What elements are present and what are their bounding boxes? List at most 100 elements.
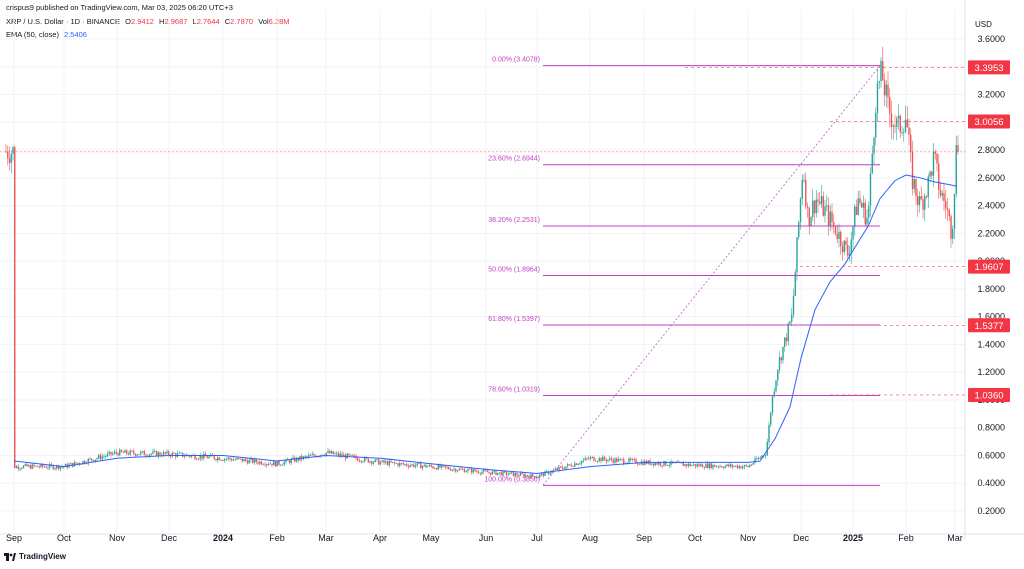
candle-body (710, 463, 712, 469)
candle-body (596, 461, 599, 462)
candle-body (547, 471, 550, 475)
candle-body (89, 458, 91, 460)
candle-body (479, 473, 481, 474)
candle-body (680, 462, 683, 464)
candle-body (514, 473, 516, 477)
candle-body (467, 469, 469, 472)
candle-body (225, 458, 228, 460)
candle-body (537, 476, 539, 478)
candle-body (588, 458, 590, 460)
candle-body (267, 464, 270, 465)
candle-body (605, 459, 607, 462)
candle-body (133, 451, 135, 454)
candle-body (558, 466, 560, 470)
candle-body (729, 464, 732, 467)
candle-body (425, 464, 427, 468)
candle-body (273, 461, 275, 466)
candle-body (138, 454, 140, 456)
candle-body (407, 465, 410, 467)
candle-body (887, 84, 889, 98)
candle-body (792, 296, 795, 315)
candle-body (815, 199, 817, 214)
candle-body (609, 458, 611, 460)
candle-body (94, 459, 96, 462)
candle-body (812, 200, 814, 218)
candle-body (931, 171, 933, 176)
candle-body (236, 458, 238, 460)
candle-body (878, 81, 880, 83)
fib-level-label: 61.80% (1.5397) (488, 316, 540, 323)
candle-body (687, 463, 690, 466)
candle-body (43, 466, 46, 468)
candle-body (400, 462, 403, 464)
candle-body (798, 222, 800, 238)
candle-body (903, 131, 905, 133)
candle-body (582, 459, 585, 461)
candle-body (768, 424, 770, 443)
candle-body (22, 465, 25, 469)
candle-body (630, 458, 632, 461)
candle-body (264, 464, 266, 466)
candle-body (427, 466, 429, 468)
candle-body (26, 464, 28, 467)
candle-body (222, 460, 224, 461)
candle-body (84, 460, 86, 464)
candle-body (304, 456, 306, 458)
candle-body (238, 458, 240, 459)
candle-body (875, 112, 877, 138)
x-tick-label: Jun (479, 533, 494, 543)
ema-value: 2.5406 (64, 30, 87, 39)
candle-body (113, 451, 116, 454)
candle-body (483, 469, 485, 472)
candle-body (439, 465, 441, 468)
candle-body (38, 466, 40, 468)
candle-body (490, 472, 492, 475)
candle-body (526, 475, 529, 477)
candle-body (892, 125, 894, 127)
candle-body (656, 462, 658, 465)
candle-body (834, 225, 837, 235)
candle-body (145, 455, 147, 456)
candle-body (472, 469, 474, 473)
x-tick-label: Dec (161, 533, 178, 543)
candle-body (232, 459, 235, 461)
candle-body (453, 468, 455, 470)
candle-body (108, 451, 110, 454)
candle-body (497, 473, 499, 475)
candle-body (722, 467, 725, 469)
candle-body (465, 471, 467, 473)
candle-body (707, 463, 709, 468)
candle-body (943, 193, 945, 201)
candle-body (54, 468, 56, 469)
candle-body (728, 464, 730, 467)
candle-body (117, 453, 119, 456)
candle-body (521, 473, 523, 475)
candle-body (278, 461, 280, 465)
candle-body (712, 464, 714, 469)
candle-body (217, 457, 219, 461)
price-tag-label: 3.3953 (974, 63, 1003, 74)
y-tick-label: 0.8000 (977, 423, 1005, 433)
candle-body (334, 453, 336, 455)
candle-body (766, 442, 768, 456)
candle-body (381, 460, 383, 463)
candle-body (861, 202, 863, 208)
candle-body (42, 464, 44, 467)
candle-body (227, 457, 229, 459)
candle-body (936, 153, 938, 164)
candle-body (19, 468, 21, 470)
candle-body (59, 466, 61, 470)
candle-body (731, 464, 733, 467)
candle-body (491, 471, 494, 475)
candle-body (659, 462, 662, 466)
candle-body (126, 450, 128, 454)
candle-body (703, 467, 705, 469)
tradingview-logo-icon (4, 552, 16, 561)
candle-body (525, 475, 527, 477)
x-tick-label: Mar (318, 533, 334, 543)
candle-body (418, 463, 420, 464)
candle-body (96, 458, 98, 460)
candle-body (904, 119, 907, 132)
candle-body (946, 208, 949, 211)
